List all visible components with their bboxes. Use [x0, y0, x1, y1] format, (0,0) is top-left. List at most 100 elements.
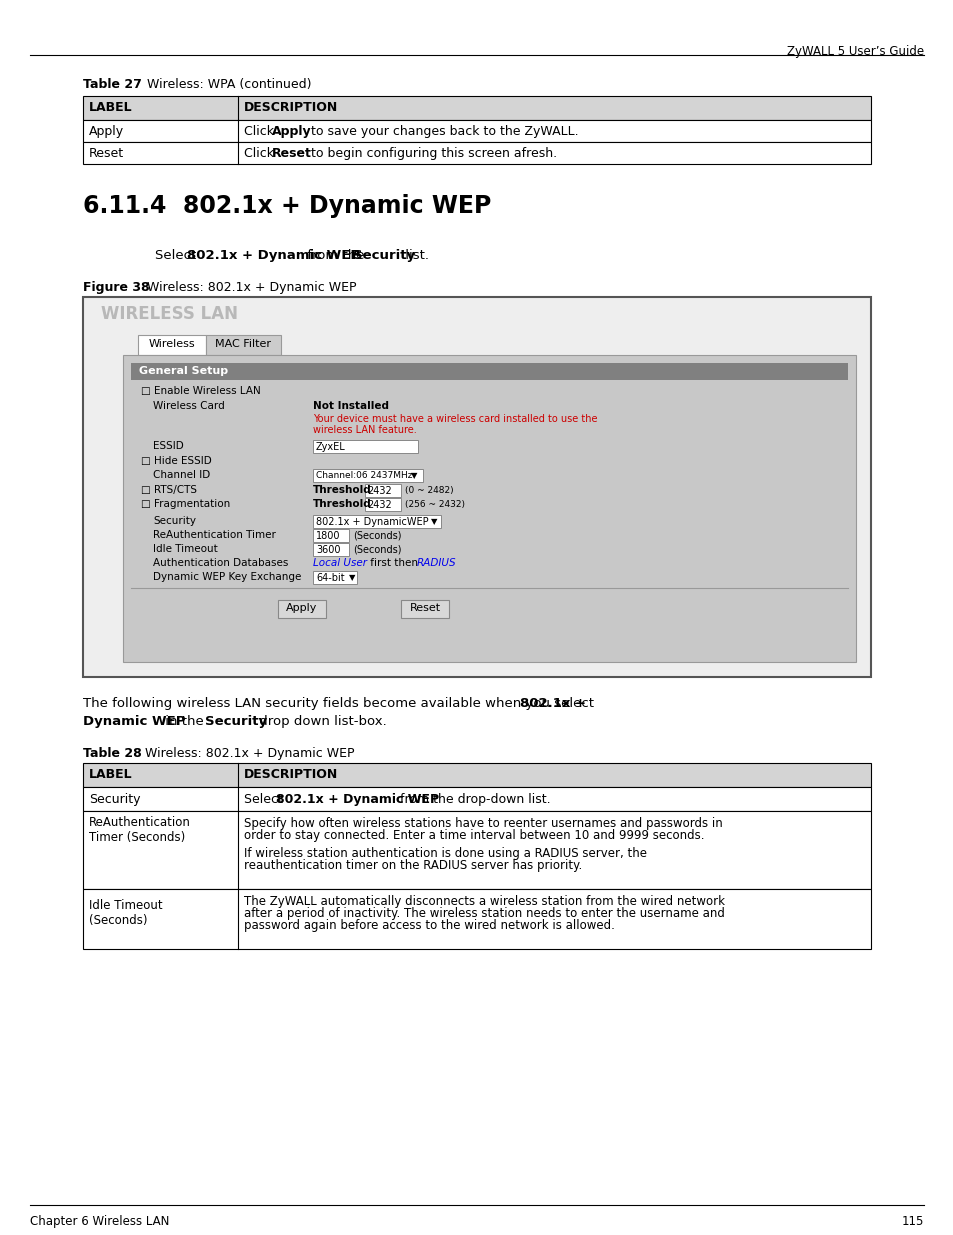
Text: Reset: Reset: [409, 603, 440, 613]
Text: from the drop-down list.: from the drop-down list.: [395, 793, 550, 806]
Text: Channel:06 2437MHz: Channel:06 2437MHz: [315, 471, 412, 480]
Text: to save your changes back to the ZyWALL.: to save your changes back to the ZyWALL.: [307, 125, 578, 138]
Text: (Seconds): (Seconds): [353, 545, 401, 555]
Bar: [313, 529, 349, 542]
Text: reauthentication timer on the RADIUS server has priority.: reauthentication timer on the RADIUS ser…: [244, 860, 581, 872]
Bar: [206, 335, 281, 354]
Text: □ Enable Wireless LAN: □ Enable Wireless LAN: [141, 387, 260, 396]
Text: after a period of inactivity. The wireless station needs to enter the username a: after a period of inactivity. The wirele…: [244, 906, 724, 920]
Bar: [400, 600, 449, 618]
Text: Idle Timeout
(Seconds): Idle Timeout (Seconds): [89, 899, 162, 927]
Text: LABEL: LABEL: [89, 768, 132, 781]
Text: Dynamic WEP Key Exchange: Dynamic WEP Key Exchange: [152, 572, 301, 582]
Text: Apply: Apply: [272, 125, 312, 138]
Text: Select: Select: [244, 793, 287, 806]
Text: Table 27: Table 27: [83, 78, 142, 91]
Text: Chapter 6 Wireless LAN: Chapter 6 Wireless LAN: [30, 1215, 170, 1228]
Bar: [83, 120, 870, 142]
Text: Security: Security: [89, 793, 140, 806]
Text: 3600: 3600: [315, 545, 340, 555]
Text: 1800: 1800: [315, 531, 340, 541]
Bar: [131, 363, 847, 380]
Text: Authentication Databases: Authentication Databases: [152, 558, 288, 568]
Text: to begin configuring this screen afresh.: to begin configuring this screen afresh.: [307, 147, 557, 161]
Bar: [365, 484, 400, 496]
Text: Wireless: 802.1x + Dynamic WEP: Wireless: 802.1x + Dynamic WEP: [135, 282, 356, 294]
Text: in the: in the: [161, 715, 208, 727]
Text: Security: Security: [353, 249, 415, 262]
Bar: [313, 515, 440, 529]
Text: Reset: Reset: [272, 147, 312, 161]
Bar: [277, 600, 326, 618]
Text: Security: Security: [152, 516, 195, 526]
Text: DESCRIPTION: DESCRIPTION: [244, 101, 338, 114]
Text: ZyxEL: ZyxEL: [315, 442, 345, 452]
Text: 802.1x + Dynamic WEP: 802.1x + Dynamic WEP: [275, 793, 438, 806]
Text: 2432: 2432: [367, 500, 392, 510]
Text: wireless LAN feature.: wireless LAN feature.: [313, 425, 416, 435]
Text: Select: Select: [154, 249, 200, 262]
Text: If wireless station authentication is done using a RADIUS server, the: If wireless station authentication is do…: [244, 847, 646, 860]
Bar: [83, 763, 870, 787]
Text: □ RTS/CTS: □ RTS/CTS: [141, 485, 196, 495]
Bar: [83, 296, 870, 677]
Text: LABEL: LABEL: [89, 101, 132, 114]
Text: Reset: Reset: [89, 147, 124, 161]
Text: 802.1x + DynamicWEP: 802.1x + DynamicWEP: [315, 517, 428, 527]
Text: The ZyWALL automatically disconnects a wireless station from the wired network: The ZyWALL automatically disconnects a w…: [244, 895, 724, 908]
Text: ZyWALL 5 User’s Guide: ZyWALL 5 User’s Guide: [786, 44, 923, 58]
Text: Not Installed: Not Installed: [313, 401, 389, 411]
Text: MAC Filter: MAC Filter: [214, 338, 271, 350]
Text: 2432: 2432: [367, 487, 392, 496]
Text: Channel ID: Channel ID: [152, 471, 210, 480]
Bar: [313, 571, 356, 584]
Text: □ Hide ESSID: □ Hide ESSID: [141, 456, 212, 466]
Text: General Setup: General Setup: [139, 366, 228, 375]
Text: Wireless: WPA (continued): Wireless: WPA (continued): [135, 78, 312, 91]
Text: from the: from the: [303, 249, 369, 262]
Text: list.: list.: [400, 249, 429, 262]
Text: Wireless: 802.1x + Dynamic WEP: Wireless: 802.1x + Dynamic WEP: [132, 747, 355, 760]
Text: 802.1x +: 802.1x +: [519, 697, 585, 710]
Text: order to stay connected. Enter a time interval between 10 and 9999 seconds.: order to stay connected. Enter a time in…: [244, 829, 703, 842]
Bar: [138, 335, 206, 354]
Bar: [83, 811, 870, 889]
Bar: [313, 469, 422, 482]
Text: ▼: ▼: [411, 471, 417, 480]
Text: ▼: ▼: [431, 517, 437, 526]
Text: WIRELESS LAN: WIRELESS LAN: [101, 305, 237, 324]
Bar: [123, 354, 855, 662]
Text: Wireless Card: Wireless Card: [152, 401, 225, 411]
Text: 115: 115: [901, 1215, 923, 1228]
Text: Click: Click: [244, 147, 277, 161]
Bar: [313, 543, 349, 556]
Text: Local User: Local User: [313, 558, 367, 568]
Text: (0 ~ 2482): (0 ~ 2482): [405, 487, 453, 495]
Text: Threshold: Threshold: [313, 485, 372, 495]
Text: first then: first then: [367, 558, 421, 568]
Text: □ Fragmentation: □ Fragmentation: [141, 499, 230, 509]
Text: Threshold: Threshold: [313, 499, 372, 509]
Text: 64-bit: 64-bit: [315, 573, 344, 583]
Text: Table 28: Table 28: [83, 747, 142, 760]
Text: Click: Click: [244, 125, 277, 138]
Text: ▼: ▼: [349, 573, 355, 582]
Bar: [83, 142, 870, 164]
Text: The following wireless LAN security fields become available when you select: The following wireless LAN security fiel…: [83, 697, 598, 710]
Text: (Seconds): (Seconds): [353, 531, 401, 541]
Text: ESSID: ESSID: [152, 441, 184, 451]
Text: RADIUS: RADIUS: [416, 558, 456, 568]
Text: password again before access to the wired network is allowed.: password again before access to the wire…: [244, 919, 615, 932]
Text: Idle Timeout: Idle Timeout: [152, 543, 217, 555]
Bar: [365, 498, 400, 511]
Text: ReAuthentication
Timer (Seconds): ReAuthentication Timer (Seconds): [89, 816, 191, 844]
Bar: [83, 96, 870, 120]
Text: Apply: Apply: [89, 125, 124, 138]
Text: ReAuthentication Timer: ReAuthentication Timer: [152, 530, 275, 540]
Text: 6.11.4  802.1x + Dynamic WEP: 6.11.4 802.1x + Dynamic WEP: [83, 194, 491, 219]
Text: Your device must have a wireless card installed to use the: Your device must have a wireless card in…: [313, 414, 597, 424]
Text: 802.1x + Dynamic WEP: 802.1x + Dynamic WEP: [187, 249, 359, 262]
Text: Specify how often wireless stations have to reenter usernames and passwords in: Specify how often wireless stations have…: [244, 818, 722, 830]
Text: Dynamic WEP: Dynamic WEP: [83, 715, 185, 727]
Text: DESCRIPTION: DESCRIPTION: [244, 768, 338, 781]
